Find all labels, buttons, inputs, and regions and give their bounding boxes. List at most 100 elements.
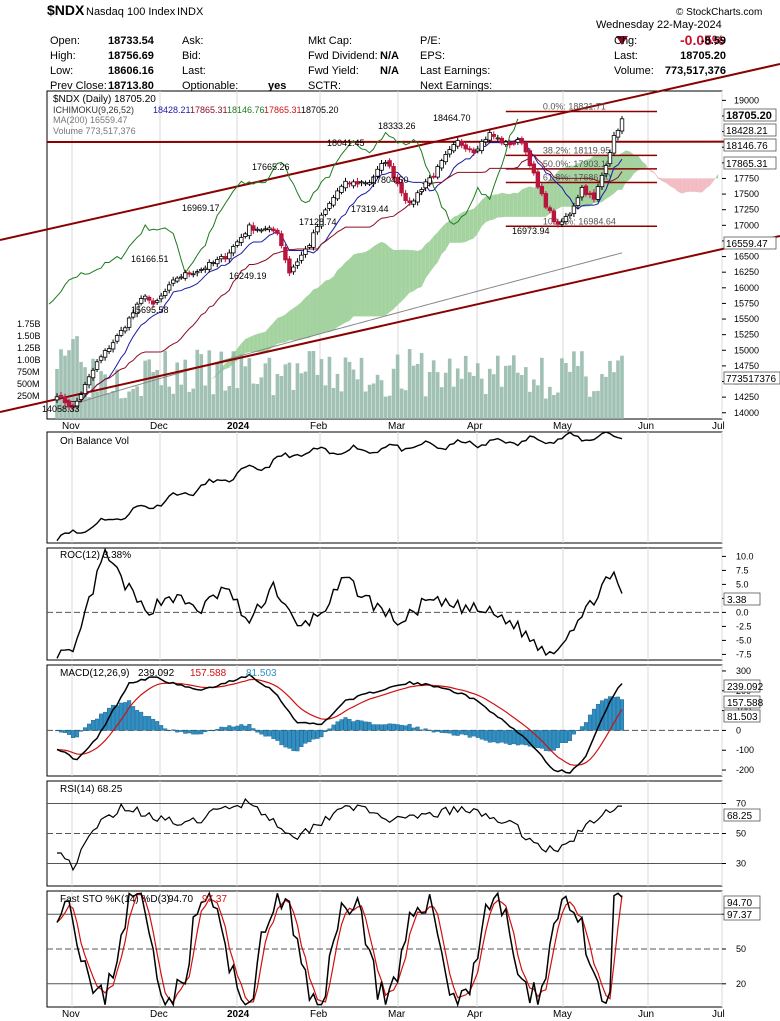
panel-title: RSI(14) 68.25 — [60, 784, 123, 795]
candle-body — [599, 174, 605, 188]
legend-ma: MA(200) 16559.47 — [53, 115, 128, 125]
cloud-segment — [257, 332, 262, 353]
macd-histogram-bar — [575, 730, 580, 732]
macd-histogram-bar — [479, 730, 484, 740]
volume-bar — [95, 391, 99, 419]
cloud-segment — [642, 161, 647, 169]
volume-bar — [560, 358, 564, 419]
panel-title: On Balance Vol — [60, 436, 129, 447]
candle-body — [146, 296, 152, 301]
candle-body — [463, 144, 468, 150]
x-tick-label: Nov — [62, 421, 80, 432]
candle-body — [595, 186, 601, 200]
volume-bar — [556, 392, 560, 419]
macd-histogram-bar — [443, 730, 448, 734]
macd-signal-line — [56, 678, 623, 766]
volume-bar — [271, 395, 276, 419]
candle-body — [162, 291, 168, 296]
macd-histogram-bar — [611, 696, 616, 731]
volume-bar — [151, 372, 155, 419]
candle-body — [126, 317, 132, 328]
roc-tag: 3.38 — [727, 595, 747, 606]
volume-bar — [163, 350, 167, 419]
volume-bar — [291, 389, 296, 419]
macd-histogram-bar — [119, 702, 124, 731]
candle-body — [395, 176, 400, 185]
volume-axis-label: 1.75B — [17, 319, 41, 329]
cloud-segment — [329, 276, 334, 333]
macd-histogram-bar — [227, 725, 232, 731]
cloud-segment — [573, 163, 578, 207]
candle-body — [535, 171, 541, 188]
volume-bar — [495, 355, 500, 419]
cloud-segment — [325, 279, 330, 333]
volume-bar — [620, 355, 624, 419]
y-tick-label: -7.5 — [736, 649, 752, 659]
volume-bar — [59, 349, 63, 419]
volume-bar — [604, 376, 608, 419]
volume-bar — [303, 371, 308, 419]
cloud-segment — [626, 150, 631, 183]
y-tick-label: 17250 — [734, 205, 759, 215]
price-tag-box — [723, 123, 777, 137]
macd-histogram-bar — [163, 728, 168, 731]
cloud-segment — [413, 250, 418, 292]
volume-bar — [439, 387, 444, 419]
x-tick-label: Apr — [467, 1009, 483, 1020]
sto-d-tag-box — [723, 907, 761, 921]
price-tag-box — [723, 108, 777, 122]
volume-bar — [183, 359, 188, 419]
x-tick-label: May — [553, 421, 572, 432]
y-tick-label: 16000 — [734, 283, 759, 293]
cloud-segment — [690, 178, 695, 192]
macd-histogram-bar — [327, 728, 332, 731]
volume-bar — [516, 372, 520, 419]
macd-histogram-bar — [499, 730, 504, 743]
candle-body — [443, 154, 448, 163]
quote-label: Low: — [50, 65, 74, 77]
macd-histogram-bar — [167, 730, 172, 732]
cloud-segment — [365, 249, 370, 317]
cloud-segment — [702, 178, 707, 193]
cloud-segment — [521, 187, 526, 217]
volume-bar — [71, 339, 75, 419]
macd-histogram-bar — [247, 724, 252, 731]
macd-histogram-bar — [127, 700, 132, 731]
candle-body — [499, 137, 504, 144]
macd-histogram-bar — [179, 730, 184, 732]
volume-bar — [275, 374, 280, 419]
signal-tag: 157.588 — [727, 698, 764, 709]
price-annotation: 18333.26 — [378, 121, 416, 131]
volume-bar — [339, 391, 344, 419]
macd-histogram-bar — [535, 730, 540, 748]
volume-axis-label: 500M — [17, 379, 40, 389]
candle-body — [511, 142, 517, 145]
macd-histogram-bar — [359, 720, 364, 731]
y-tick-label: 50 — [736, 829, 746, 839]
macd-histogram-bar — [567, 730, 572, 741]
price-annotation: 17128.74 — [299, 217, 337, 227]
rsi-line — [56, 797, 623, 872]
macd-histogram-bar — [83, 727, 88, 731]
cloud-segment — [489, 194, 494, 221]
macd-histogram-bar — [591, 708, 596, 731]
volume-bar — [255, 384, 260, 419]
macd-histogram-bar — [367, 721, 372, 731]
cloud-segment — [682, 178, 687, 194]
quote-label: Bid: — [182, 50, 201, 62]
volume-bar — [311, 351, 316, 419]
candle-body — [391, 166, 396, 179]
macd-histogram-bar — [75, 730, 80, 738]
volume-bar — [159, 385, 163, 419]
candle-body — [503, 141, 508, 145]
candle-body — [122, 327, 128, 332]
candle-body — [110, 342, 116, 350]
symbol: $NDX — [47, 2, 85, 18]
volume-bar — [576, 365, 580, 419]
candle-body — [559, 221, 565, 225]
macd-histogram-bar — [447, 730, 452, 734]
macd-histogram-bar — [559, 730, 564, 743]
volume-bar — [475, 363, 480, 419]
volume-bar — [471, 375, 476, 419]
candle-body — [98, 356, 104, 361]
